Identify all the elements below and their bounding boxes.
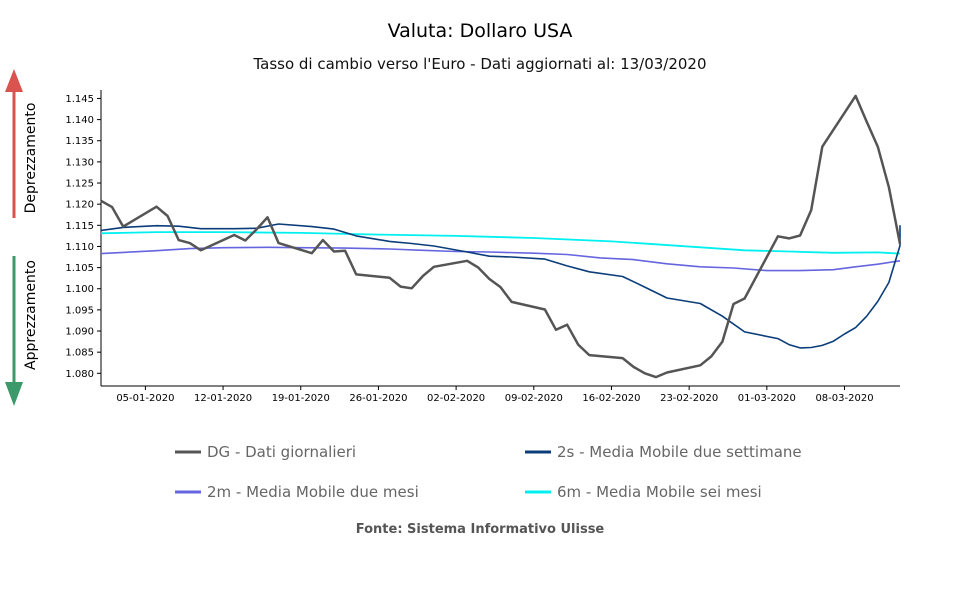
x-tick-label: 08-03-2020 <box>815 393 873 404</box>
y-tick-label: 1.120 <box>65 200 94 211</box>
legend-label: 2s - Media Mobile due settimane <box>557 443 802 461</box>
series-line-1 <box>100 223 901 349</box>
y-tick-label: 1.125 <box>65 179 94 190</box>
series-layer <box>100 94 902 379</box>
x-tick-label: 02-02-2020 <box>427 393 485 404</box>
x-tick-label: 16-02-2020 <box>582 393 640 404</box>
y-tick-label: 1.080 <box>65 369 94 380</box>
y-tick-label: 1.100 <box>65 284 94 295</box>
x-tick-label: 19-01-2020 <box>272 393 330 404</box>
x-tick-label: 05-01-2020 <box>116 393 174 404</box>
y-tick-label: 1.110 <box>65 242 94 253</box>
x-tick-label: 09-02-2020 <box>505 393 563 404</box>
source-note: Fonte: Sistema Informativo Ulisse <box>355 522 605 537</box>
x-tick-label: 23-02-2020 <box>660 393 718 404</box>
y-tick-label: 1.085 <box>65 348 94 359</box>
depreciation-label: Deprezzamento <box>23 103 39 214</box>
x-tick-label: 26-01-2020 <box>349 393 407 404</box>
chart-title: Valuta: Dollaro USA <box>387 20 573 42</box>
series-line-2 <box>100 246 901 272</box>
legend-label: 2m - Media Mobile due mesi <box>207 483 419 501</box>
axes: 1.080 1.085 1.090 1.095 1.100 1.105 1.110 1.115… <box>65 90 900 404</box>
series-line-0 <box>100 94 902 379</box>
chart-subtitle: Tasso di cambio verso l'Euro - Dati aggi… <box>253 55 707 73</box>
x-tick-label: 01-03-2020 <box>738 393 796 404</box>
y-tick-label: 1.105 <box>65 263 94 274</box>
y-tick-label: 1.135 <box>65 136 94 147</box>
series-line-3 <box>100 231 901 255</box>
y-tick-label: 1.090 <box>65 327 94 338</box>
y-tick-label: 1.095 <box>65 305 94 316</box>
y-tick-label: 1.115 <box>65 221 94 232</box>
y-tick-label: 1.130 <box>65 157 94 168</box>
legend-label: DG - Dati giornalieri <box>207 443 356 461</box>
y-tick-label: 1.140 <box>65 115 94 126</box>
depreciation-arrow-head <box>5 69 23 92</box>
side-markers: Deprezzamento Apprezzamento <box>5 69 39 406</box>
x-tick-label: 12-01-2020 <box>194 393 252 404</box>
legend: DG - Dati giornalieri 2s - Media Mobile d… <box>175 443 802 501</box>
y-tick-label: 1.145 <box>65 94 94 105</box>
appreciation-arrow-head <box>5 382 23 406</box>
legend-label: 6m - Media Mobile sei mesi <box>557 483 762 501</box>
appreciation-label: Apprezzamento <box>23 260 39 370</box>
